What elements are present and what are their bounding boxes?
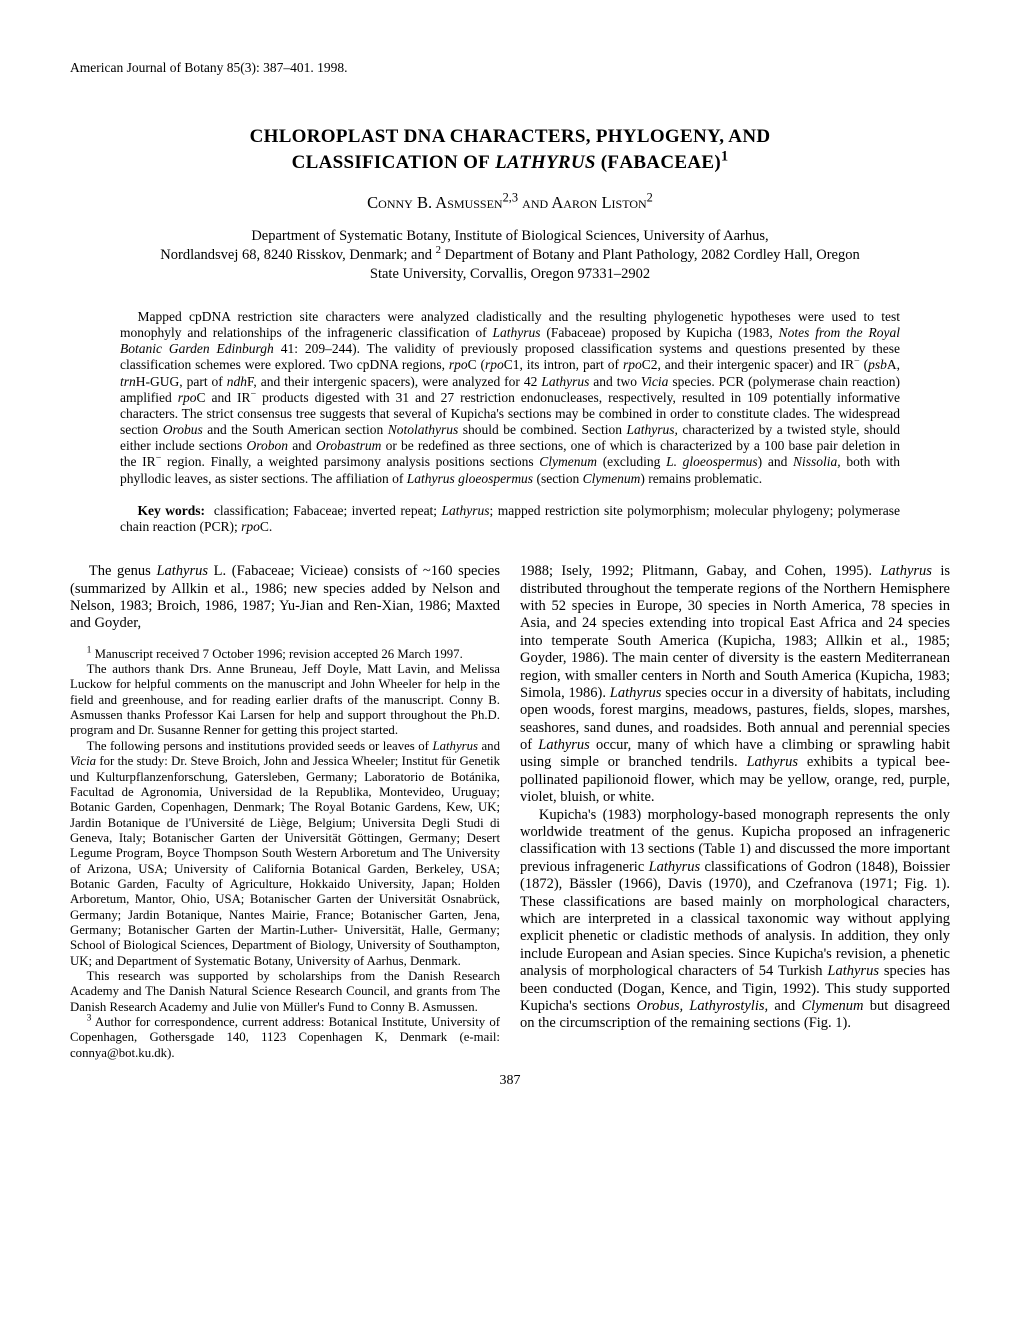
affiliation-line3: State University, Corvallis, Oregon 9733… [70, 266, 950, 283]
abstract: Mapped cpDNA restriction site characters… [120, 309, 900, 487]
footnotes: 1 Manuscript received 7 October 1996; re… [70, 647, 500, 1061]
body-col2-p1: 1988; Isely, 1992; Plitmann, Gabay, and … [520, 563, 950, 806]
affiliation-line2: Nordlandsvej 68, 8240 Risskov, Denmark; … [70, 247, 950, 264]
abstract-text: Mapped cpDNA restriction site characters… [120, 309, 900, 487]
authors: Conny B. Asmussen2,3 and Aaron Liston2 [70, 193, 950, 213]
footnote-2: The authors thank Drs. Anne Bruneau, Jef… [70, 662, 500, 739]
page-number: 387 [70, 1073, 950, 1090]
footnote-4: This research was supported by scholarsh… [70, 969, 500, 1015]
body-col1-p1: The genus Lathyrus L. (Fabaceae; Vicieae… [70, 563, 500, 633]
article-title-line2: CLASSIFICATION OF LATHYRUS (FABACEAE)1 [70, 152, 950, 175]
affiliation-line1: Department of Systematic Botany, Institu… [70, 228, 950, 245]
article-title-line1: CHLOROPLAST DNA CHARACTERS, PHYLOGENY, A… [70, 126, 950, 149]
keywords-text: Key words: classification; Fabaceae; inv… [120, 503, 900, 535]
body-columns: The genus Lathyrus L. (Fabaceae; Vicieae… [70, 563, 950, 1061]
footnote-1: 1 Manuscript received 7 October 1996; re… [70, 647, 500, 662]
journal-header: American Journal of Botany 85(3): 387–40… [70, 60, 950, 76]
body-col2-p2: Kupicha's (1983) morphology-based monogr… [520, 807, 950, 1033]
keywords: Key words: classification; Fabaceae; inv… [120, 503, 900, 535]
footnote-5: 3 Author for correspondence, current add… [70, 1015, 500, 1061]
footnote-3: The following persons and institutions p… [70, 739, 500, 969]
